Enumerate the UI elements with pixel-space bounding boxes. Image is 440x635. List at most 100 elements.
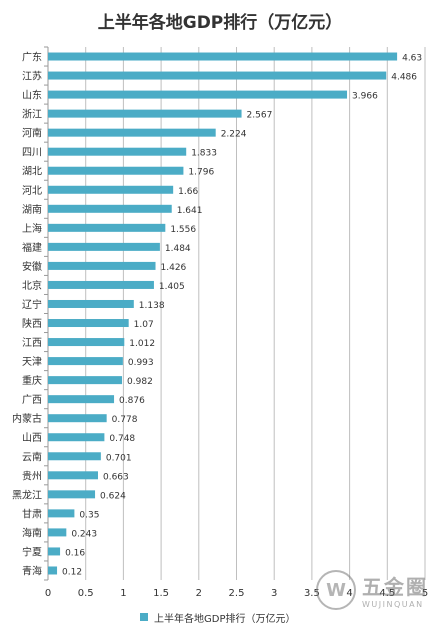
bar (48, 90, 348, 99)
legend: 上半年各地GDP排行（万亿元） (140, 609, 295, 625)
bar (48, 242, 160, 251)
legend-swatch (140, 613, 148, 621)
category-label: 湖北 (22, 166, 42, 178)
bar (48, 71, 387, 80)
data-label: 0.663 (103, 472, 129, 482)
bar (48, 280, 154, 289)
watermark-logo-icon: W (316, 570, 356, 610)
category-label: 河北 (22, 185, 42, 197)
bar (48, 528, 67, 537)
data-label: 1.66 (178, 187, 198, 197)
bar (48, 547, 61, 556)
x-tick-label: 2.5 (229, 588, 245, 599)
bar (48, 509, 75, 518)
category-label: 广西 (22, 394, 42, 406)
category-label: 青海 (22, 564, 42, 577)
data-label: 3.966 (352, 92, 378, 102)
data-label: 4.486 (391, 73, 417, 83)
category-label: 黑龙江 (12, 488, 42, 501)
category-label: 江苏 (22, 70, 42, 83)
data-label: 0.748 (109, 434, 135, 444)
x-tick-label: 0.5 (78, 588, 94, 599)
x-tick-label: 3 (271, 588, 277, 599)
data-label: 0.993 (128, 358, 154, 368)
bar (48, 566, 58, 575)
data-label: 1.641 (177, 206, 203, 216)
bar (48, 414, 107, 423)
data-label: 1.405 (159, 282, 185, 292)
category-label: 福建 (22, 241, 42, 254)
x-tick-label: 1.5 (153, 588, 169, 599)
bar (48, 52, 398, 61)
category-label: 山东 (22, 89, 42, 102)
category-label: 湖南 (22, 203, 42, 216)
bar (48, 185, 174, 194)
category-label: 甘肃 (22, 507, 42, 520)
category-label: 广东 (22, 51, 42, 64)
x-tick-label: 5 (422, 588, 428, 599)
category-label: 重庆 (22, 374, 42, 387)
data-label: 0.243 (71, 529, 97, 539)
data-label: 1.138 (139, 301, 165, 311)
category-label: 辽宁 (22, 298, 42, 311)
category-label: 天津 (22, 356, 42, 368)
data-label: 2.224 (221, 130, 247, 140)
data-label: 1.556 (170, 225, 196, 235)
category-label: 贵州 (22, 469, 42, 482)
category-label: 云南 (22, 450, 42, 463)
data-label: 0.876 (119, 396, 145, 406)
data-label: 0.35 (79, 510, 99, 520)
bar (48, 471, 98, 480)
data-label: 1.484 (165, 244, 191, 254)
data-label: 4.63 (402, 54, 422, 64)
legend-label: 上半年各地GDP排行（万亿元） (154, 613, 296, 625)
data-label: 0.701 (106, 453, 132, 463)
data-label: 1.426 (161, 263, 187, 273)
data-label: 1.012 (129, 339, 155, 349)
x-tick-label: 0 (45, 588, 51, 599)
category-label: 陕西 (22, 317, 42, 330)
category-label: 安徽 (22, 260, 42, 273)
data-label: 1.796 (188, 168, 214, 178)
category-label: 河南 (22, 127, 42, 140)
data-label: 0.624 (100, 491, 126, 501)
bar (48, 433, 105, 442)
category-label: 浙江 (22, 109, 42, 121)
bar (48, 395, 115, 404)
x-tick-label: 4.5 (379, 588, 395, 599)
bar (48, 490, 96, 499)
bar (48, 338, 125, 347)
category-label: 北京 (22, 279, 42, 292)
bar (48, 204, 172, 213)
data-label: 0.778 (112, 415, 138, 425)
data-label: 1.07 (134, 320, 154, 330)
category-label: 内蒙古 (12, 412, 42, 425)
watermark-name: 五金圈 (362, 575, 428, 599)
category-label: 上海 (22, 222, 42, 235)
bar (48, 319, 129, 328)
bar (48, 299, 134, 308)
bar (48, 452, 101, 461)
watermark-sub: WUJINQUAN (362, 600, 424, 609)
bar (48, 147, 187, 156)
bar (48, 128, 216, 137)
watermark-text: 五金圈 WUJINQUAN (362, 571, 428, 609)
x-tick-label: 3.5 (304, 588, 320, 599)
data-label: 0.12 (62, 567, 82, 577)
bar (48, 376, 123, 385)
data-label: 2.567 (247, 111, 273, 121)
data-label: 0.16 (65, 548, 85, 558)
bar (48, 166, 184, 175)
bar (48, 357, 123, 366)
category-label: 江西 (22, 337, 42, 349)
category-label: 海南 (22, 526, 42, 539)
chart-title: 上半年各地GDP排行（万亿元） (97, 13, 343, 33)
category-label: 山西 (22, 432, 42, 444)
data-label: 1.833 (191, 149, 217, 159)
category-label: 四川 (22, 148, 42, 159)
data-label: 0.982 (127, 377, 153, 387)
x-tick-label: 2 (196, 588, 202, 599)
bar (48, 261, 156, 270)
